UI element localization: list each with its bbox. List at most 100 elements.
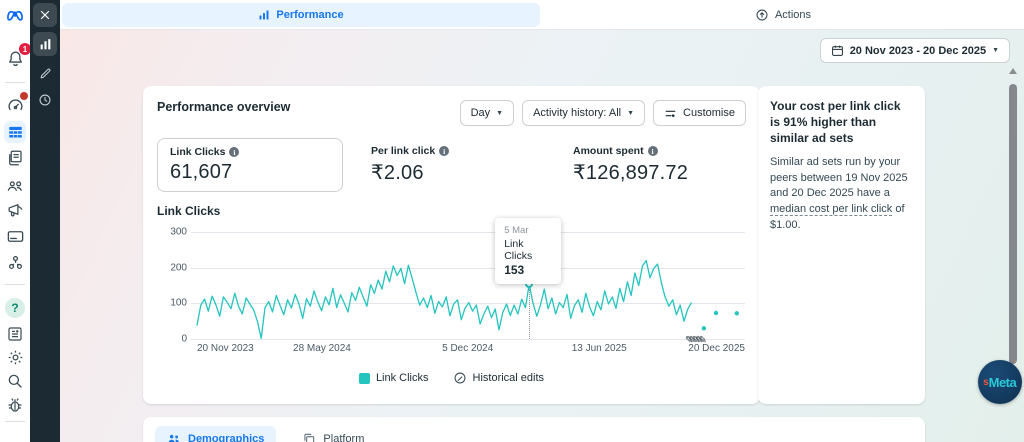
edit-pencil-icon[interactable] xyxy=(33,61,57,85)
x-tick: 5 Dec 2024 xyxy=(442,343,493,354)
link-clicks-line xyxy=(197,232,745,339)
actions-icon xyxy=(755,8,769,22)
x-tick: 13 Jun 2025 xyxy=(572,343,627,354)
legend-historical-edits[interactable]: Historical edits xyxy=(453,371,545,385)
tooltip-hover-line xyxy=(529,289,530,339)
chart-tooltip: 5 Mar Link Clicks 153 xyxy=(495,218,561,284)
calendar-icon xyxy=(831,44,844,57)
insight-title: Your cost per link click is 91% higher t… xyxy=(770,98,913,147)
chart-title: Link Clicks xyxy=(157,204,746,218)
x-axis-labels: 20 Nov 2023 28 May 2024 5 Dec 2024 13 Jun 2… xyxy=(197,343,745,357)
notifications-bell-icon[interactable]: 1 xyxy=(4,47,26,69)
rail-divider xyxy=(5,82,25,83)
tooltip-series: Link Clicks xyxy=(504,238,552,262)
rail-divider xyxy=(5,284,25,285)
metric-value: ₹2.06 xyxy=(371,160,533,185)
metric-value: 61,607 xyxy=(170,161,330,184)
app-sidebar: 1 ? xyxy=(0,0,30,442)
meta-logo[interactable] xyxy=(4,4,26,26)
settings-gear-icon[interactable] xyxy=(4,346,26,368)
historical-edits-icon xyxy=(453,371,467,385)
audiences-icon[interactable] xyxy=(4,174,26,196)
legend-label: Link Clicks xyxy=(376,372,429,384)
smeta-watermark: sMetaˊ xyxy=(978,360,1022,404)
time-grain-label: Day xyxy=(471,107,491,119)
close-icon[interactable] xyxy=(33,3,57,27)
x-tick: 20 Nov 2023 xyxy=(197,343,254,354)
metric-label: Per link click xyxy=(371,145,435,157)
tab-performance-container: Performance xyxy=(60,0,542,29)
panel-rail xyxy=(30,0,60,442)
insight-body: Similar ad sets run by your peers betwee… xyxy=(770,155,913,235)
news-icon[interactable] xyxy=(4,323,26,345)
info-icon: i xyxy=(648,146,658,156)
search-icon[interactable] xyxy=(4,370,26,392)
tooltip-value: 153 xyxy=(504,263,552,277)
help-icon[interactable]: ? xyxy=(4,297,26,319)
metric-link-clicks[interactable]: Link Clicks i 61,607 xyxy=(157,138,343,192)
insight-card: Your cost per link click is 91% higher t… xyxy=(758,86,925,404)
link-clicks-chart[interactable]: 300 200 100 0 5 Mar Link Clicks 153 ✎✎✎✎… xyxy=(197,232,745,339)
bug-report-icon[interactable] xyxy=(4,394,26,416)
tab-performance-label: Performance xyxy=(276,9,343,21)
metric-amount-spent[interactable]: Amount spent i ₹126,897.72 xyxy=(561,138,700,192)
y-tick: 0 xyxy=(157,334,187,345)
tab-actions-label: Actions xyxy=(775,9,811,21)
legend-link-clicks[interactable]: Link Clicks xyxy=(359,372,429,384)
demographics-people-icon xyxy=(167,432,181,442)
campaigns-table-icon[interactable] xyxy=(4,121,26,143)
performance-overview-card: Performance overview Day ▼ Activity hist… xyxy=(143,86,760,404)
rail-divider xyxy=(5,421,25,422)
date-range-label: 20 Nov 2023 - 20 Dec 2025 xyxy=(850,45,986,57)
metric-value: ₹126,897.72 xyxy=(573,160,688,185)
assets-icon[interactable] xyxy=(4,251,26,273)
customise-button[interactable]: Customise xyxy=(653,100,746,126)
activity-history-label: Activity history: All xyxy=(533,107,621,119)
legend-label: Historical edits xyxy=(473,372,545,384)
main-content: 20 Nov 2023 - 20 Dec 2025 ▼ Performance … xyxy=(60,30,1024,442)
chevron-down-icon: ▼ xyxy=(627,110,634,117)
history-clock-icon[interactable] xyxy=(33,88,57,112)
alert-dot xyxy=(20,92,28,100)
tooltip-date: 5 Mar xyxy=(504,225,552,236)
metric-per-link-click[interactable]: Per link click i ₹2.06 xyxy=(359,138,545,192)
x-tick: 28 May 2024 xyxy=(293,343,351,354)
info-icon: i xyxy=(439,146,449,156)
time-grain-dropdown[interactable]: Day ▼ xyxy=(460,100,515,126)
y-tick: 200 xyxy=(157,262,187,273)
customise-label: Customise xyxy=(683,107,735,119)
tab-demographics[interactable]: Demographics xyxy=(155,426,276,442)
date-range-button[interactable]: 20 Nov 2023 - 20 Dec 2025 ▼ xyxy=(820,38,1010,63)
page-title: Performance overview xyxy=(157,100,290,114)
gauge-icon[interactable] xyxy=(4,94,26,116)
breakdown-tabs: Demographics Platform xyxy=(155,426,913,442)
tab-performance[interactable]: Performance xyxy=(62,3,540,27)
y-tick: 300 xyxy=(157,227,187,238)
legend-swatch xyxy=(359,373,370,384)
info-icon: i xyxy=(229,147,239,157)
performance-chart-icon xyxy=(258,9,270,21)
insight-body-prefix: Similar ad sets run by your peers betwee… xyxy=(770,156,908,200)
metric-label: Amount spent xyxy=(573,145,644,157)
insights-chart-icon[interactable] xyxy=(33,32,57,56)
tab-label: Platform xyxy=(323,433,364,442)
customise-sliders-icon xyxy=(664,107,677,120)
chevron-down-icon: ▼ xyxy=(496,110,503,117)
y-tick: 100 xyxy=(157,298,187,309)
tab-label: Demographics xyxy=(188,433,264,442)
breakdown-card: Demographics Platform xyxy=(143,417,925,442)
metric-label: Link Clicks xyxy=(170,146,225,158)
tab-actions[interactable]: Actions xyxy=(755,8,811,22)
insight-term-link[interactable]: median cost per link click xyxy=(770,203,892,216)
scroll-up-arrow[interactable] xyxy=(1009,68,1017,74)
scrollbar-thumb[interactable] xyxy=(1009,84,1017,364)
billing-icon[interactable] xyxy=(4,225,26,247)
megaphone-icon[interactable] xyxy=(4,198,26,220)
chevron-down-icon: ▼ xyxy=(992,47,999,54)
historical-edit-markers[interactable]: ✎✎✎✎✎ xyxy=(685,335,702,346)
activity-history-dropdown[interactable]: Activity history: All ▼ xyxy=(522,100,645,126)
platform-copy-icon xyxy=(302,432,316,442)
pages-icon[interactable] xyxy=(4,147,26,169)
chart-legend: Link Clicks Historical edits xyxy=(157,371,746,385)
tab-platform[interactable]: Platform xyxy=(290,426,376,442)
